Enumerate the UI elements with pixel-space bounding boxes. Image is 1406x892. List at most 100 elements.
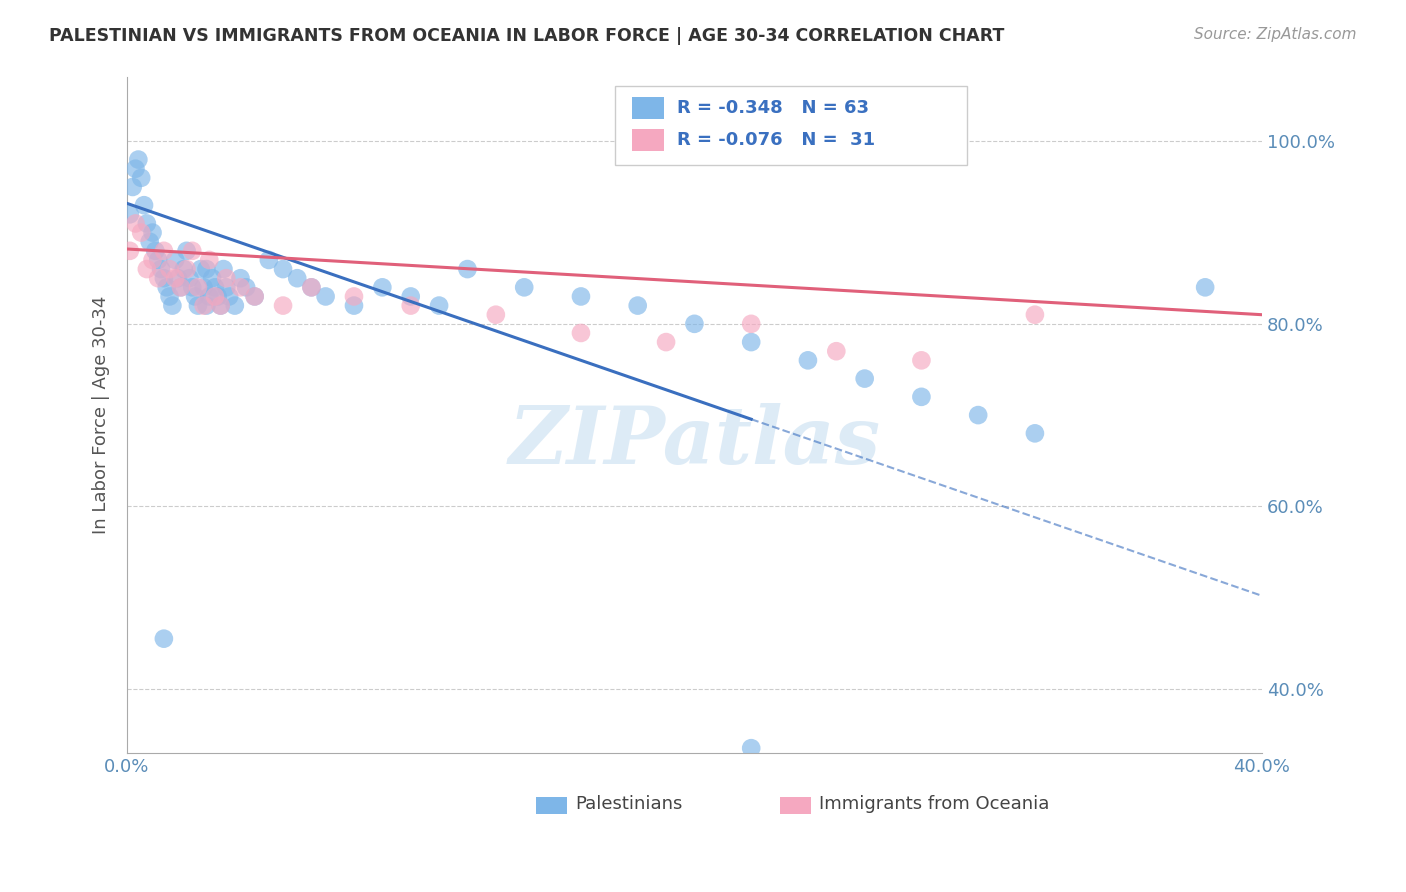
Point (299, 280, 322, 294)
Point (148, 252, 170, 267)
Point (1194, 280, 1216, 294)
Point (193, 280, 215, 294)
Point (129, 226, 152, 240)
Point (655, 335, 678, 350)
Point (740, 335, 762, 350)
Point (229, 280, 252, 294)
Point (204, 289, 226, 303)
Point (141, 252, 163, 267)
Point (399, 289, 422, 303)
Point (132, 198, 155, 212)
Point (195, 299, 218, 313)
Point (371, 280, 394, 294)
Point (173, 262, 195, 277)
Point (145, 244, 167, 258)
Point (215, 271, 238, 285)
Point (1024, 426, 1046, 441)
Point (257, 252, 280, 267)
Point (176, 262, 198, 277)
Point (271, 299, 294, 313)
Point (569, 289, 592, 303)
Point (118, 244, 141, 258)
Point (190, 262, 212, 277)
Point (124, 161, 146, 176)
Point (153, 244, 176, 258)
Point (683, 317, 706, 331)
Point (627, 299, 650, 313)
Point (215, 280, 238, 294)
Point (176, 244, 198, 258)
Point (910, 390, 932, 404)
Point (121, 180, 143, 194)
Point (343, 289, 366, 303)
Text: Source: ZipAtlas.com: Source: ZipAtlas.com (1194, 27, 1357, 42)
Point (124, 217, 146, 231)
Point (204, 280, 226, 294)
Point (118, 207, 141, 221)
Point (456, 262, 478, 277)
Point (427, 299, 450, 313)
FancyBboxPatch shape (633, 97, 664, 120)
Point (153, 632, 176, 646)
Point (513, 280, 536, 294)
FancyBboxPatch shape (614, 86, 967, 165)
Point (148, 271, 170, 285)
Point (198, 252, 221, 267)
Point (1024, 308, 1046, 322)
Point (209, 299, 232, 313)
Point (243, 289, 266, 303)
Point (229, 271, 252, 285)
Point (187, 299, 209, 313)
Point (343, 299, 366, 313)
Point (910, 353, 932, 368)
Point (159, 289, 181, 303)
Text: PALESTINIAN VS IMMIGRANTS FROM OCEANIA IN LABOR FORCE | AGE 30-34 CORRELATION CH: PALESTINIAN VS IMMIGRANTS FROM OCEANIA I… (49, 27, 1004, 45)
Point (207, 289, 229, 303)
Point (198, 289, 221, 303)
Point (315, 289, 337, 303)
Point (165, 271, 187, 285)
Point (218, 289, 240, 303)
Point (235, 280, 257, 294)
Point (967, 408, 990, 422)
Point (184, 289, 207, 303)
Text: ZIPatlas: ZIPatlas (509, 403, 880, 481)
Text: Palestinians: Palestinians (575, 795, 683, 814)
FancyBboxPatch shape (536, 797, 568, 814)
Point (797, 353, 820, 368)
Point (299, 280, 322, 294)
Point (159, 262, 181, 277)
Point (135, 217, 157, 231)
FancyBboxPatch shape (779, 797, 811, 814)
Point (167, 271, 190, 285)
Text: R = -0.076   N =  31: R = -0.076 N = 31 (678, 130, 876, 149)
Point (129, 170, 152, 185)
Point (138, 235, 160, 249)
Point (135, 262, 157, 277)
Point (187, 280, 209, 294)
Point (740, 741, 762, 756)
Point (165, 252, 187, 267)
Point (156, 280, 179, 294)
Point (569, 326, 592, 340)
Point (153, 271, 176, 285)
Y-axis label: In Labor Force | Age 30-34: In Labor Force | Age 30-34 (93, 296, 110, 534)
Point (740, 317, 762, 331)
Point (224, 299, 246, 313)
Point (170, 280, 193, 294)
Point (170, 280, 193, 294)
Point (853, 371, 876, 385)
Point (150, 262, 173, 277)
Point (399, 299, 422, 313)
Point (271, 262, 294, 277)
Point (209, 299, 232, 313)
Point (141, 226, 163, 240)
Point (193, 299, 215, 313)
Point (162, 299, 184, 313)
Point (181, 280, 204, 294)
FancyBboxPatch shape (633, 128, 664, 151)
Point (212, 262, 235, 277)
Point (181, 244, 204, 258)
Point (195, 262, 218, 277)
Point (285, 271, 308, 285)
